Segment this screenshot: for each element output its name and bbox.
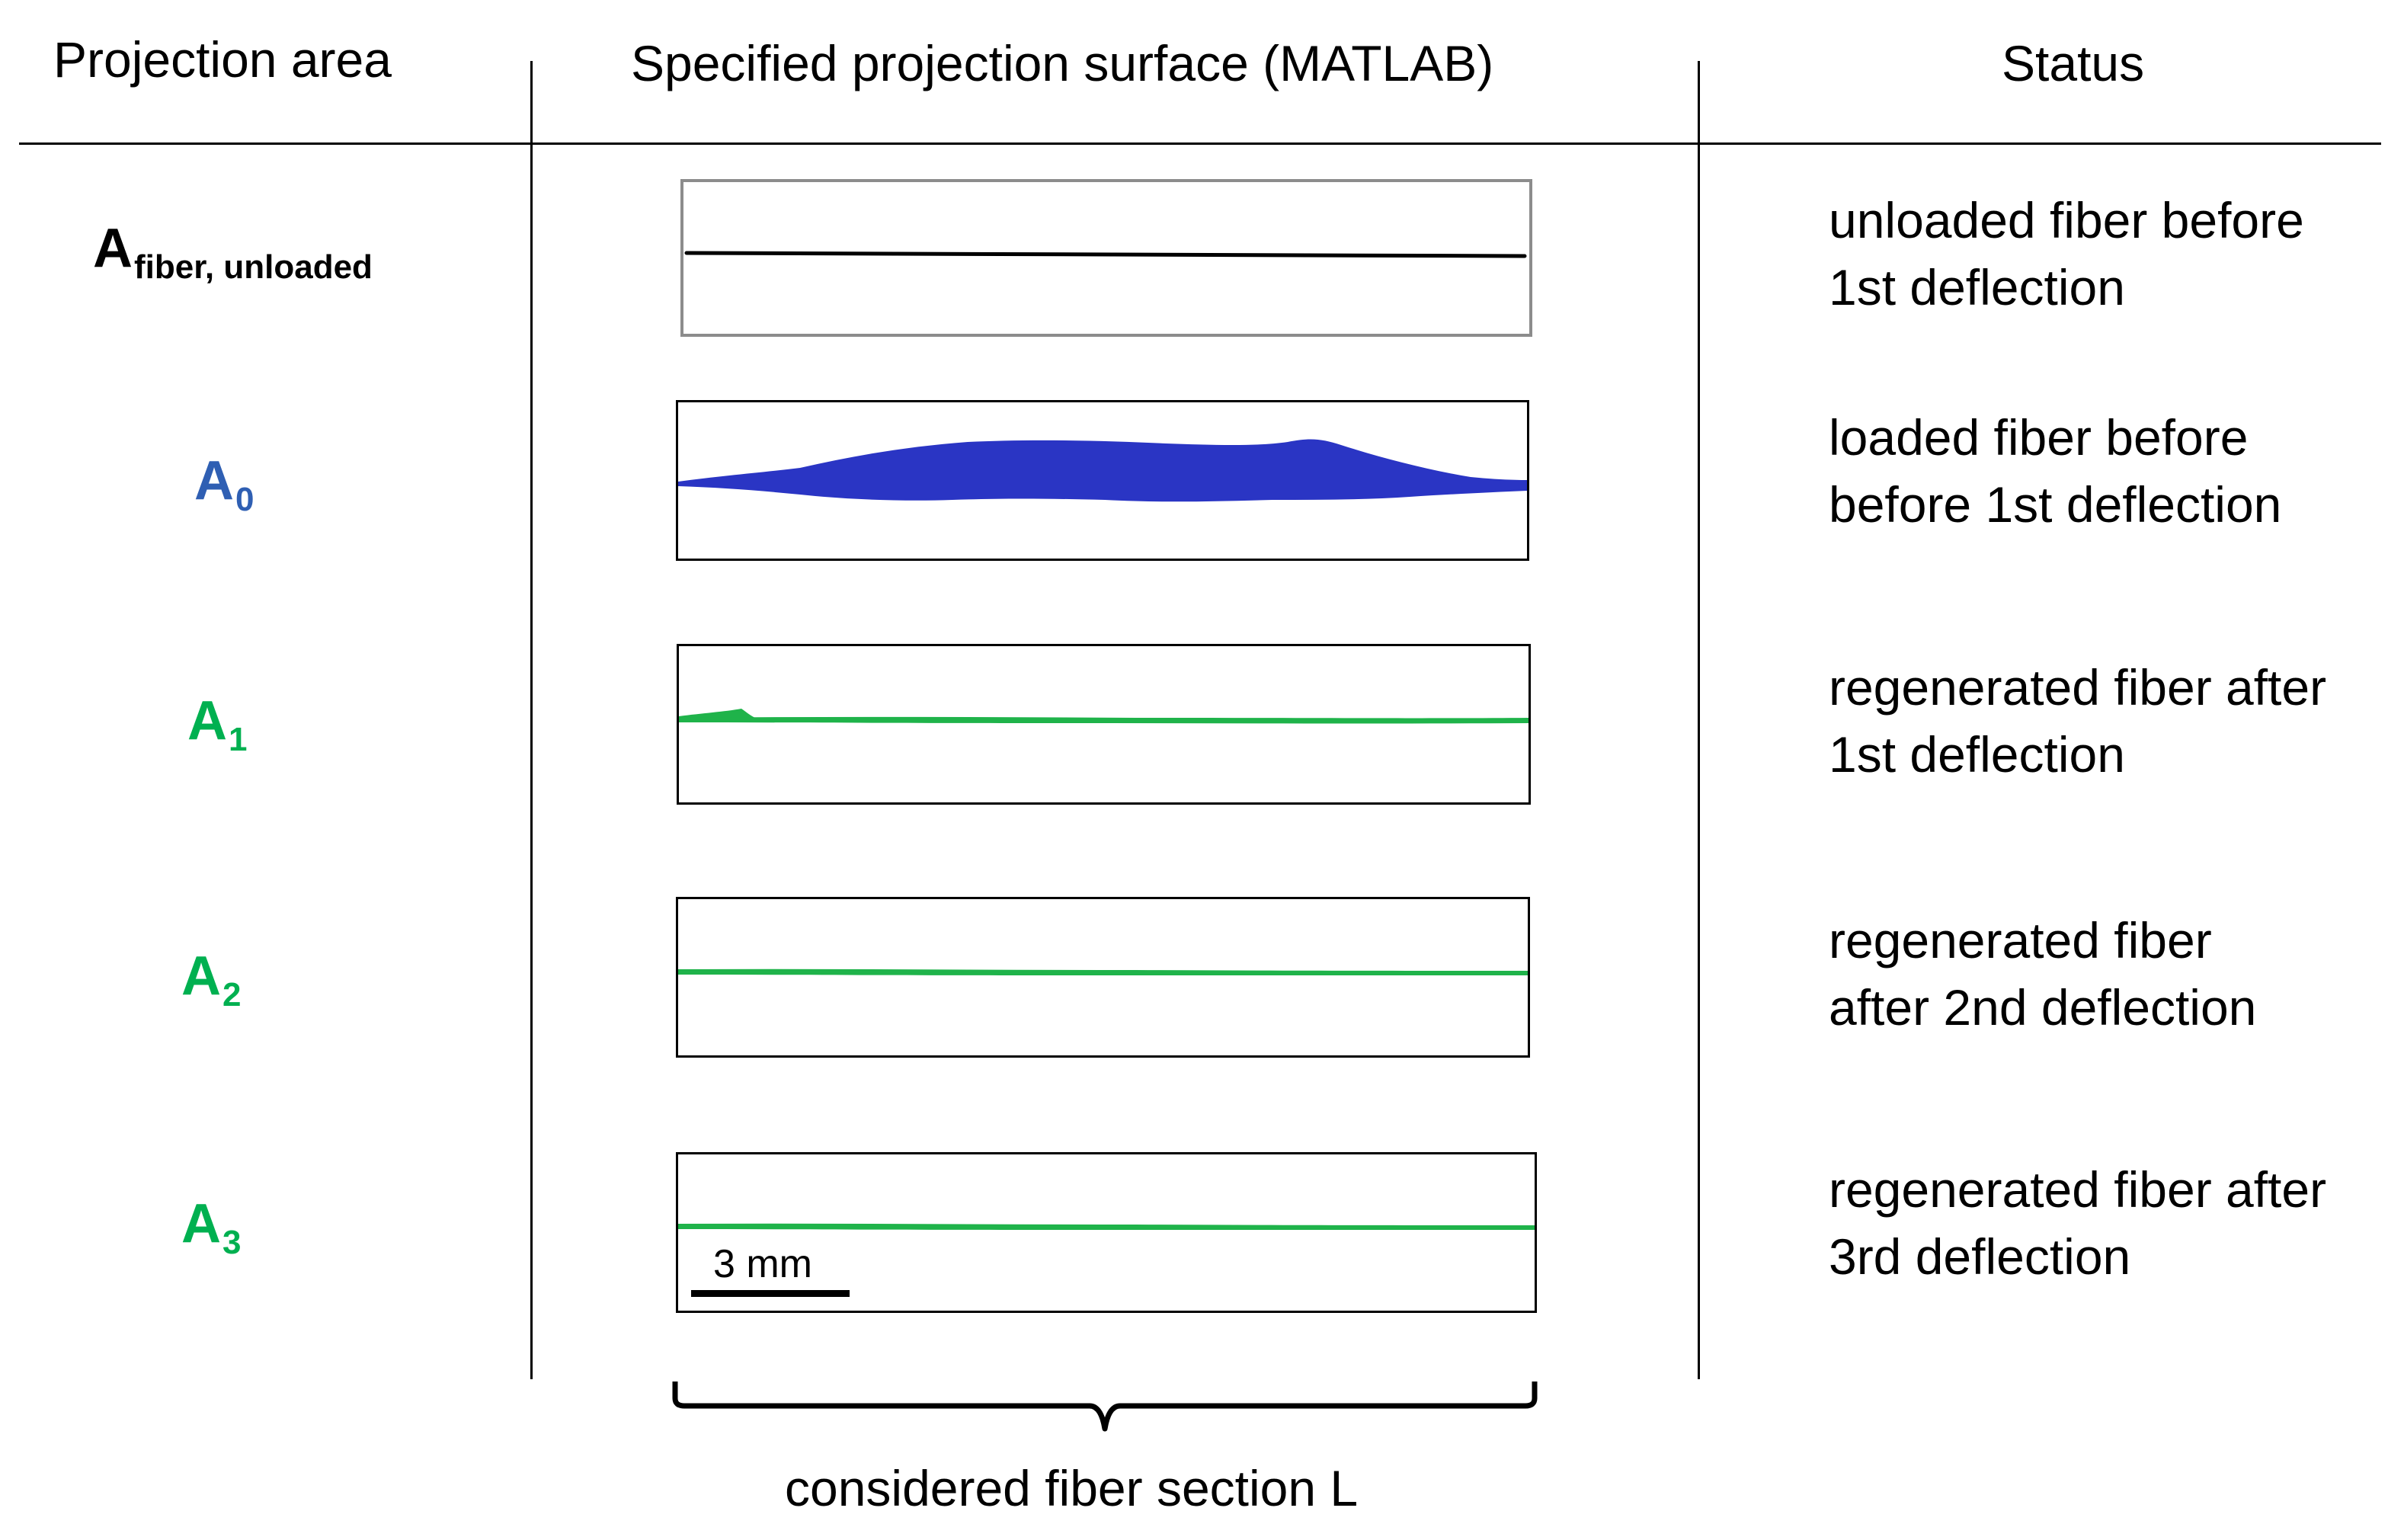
label-subscript: 2	[222, 976, 242, 1014]
label-subscript: 3	[222, 1224, 242, 1262]
status-a3: regenerated fiber after 3rd deflection	[1829, 1156, 2326, 1290]
status-a2: regenerated fiber after 2nd deflection	[1829, 907, 2256, 1041]
fiber-line-a2	[678, 969, 1528, 975]
header-divider	[19, 142, 2381, 145]
projection-panel-a1	[677, 644, 1531, 805]
projection-panel-a3: 3 mm	[676, 1152, 1537, 1313]
status-line: loaded fiber before	[1829, 409, 2249, 466]
status-line: before 1st deflection	[1829, 476, 2282, 533]
label-main: A	[187, 690, 227, 751]
header-status: Status	[2002, 35, 2145, 91]
label-a3: A3	[181, 1193, 241, 1262]
header-projection-surface: Specified projection surface (MATLAB)	[631, 35, 1494, 91]
status-line: after 2nd deflection	[1829, 979, 2257, 1036]
status-line: 3rd deflection	[1829, 1228, 2131, 1285]
status-unloaded: unloaded fiber before 1st deflection	[1829, 187, 2304, 321]
projection-panel-unloaded	[680, 179, 1532, 337]
section-brace	[672, 1382, 1538, 1432]
status-line: regenerated fiber	[1829, 912, 2212, 969]
label-subscript: fiber, unloaded	[134, 248, 373, 287]
scale-bar	[691, 1290, 850, 1297]
projection-panel-a2	[676, 897, 1530, 1058]
status-line: regenerated fiber after	[1829, 659, 2327, 716]
status-a1: regenerated fiber after 1st deflection	[1829, 654, 2326, 788]
status-line: 1st deflection	[1829, 726, 2125, 783]
label-a0: A0	[194, 450, 254, 519]
label-main: A	[194, 450, 234, 511]
projection-panel-a0	[676, 400, 1529, 561]
label-main: A	[181, 1193, 221, 1254]
label-subscript: 1	[229, 721, 248, 759]
label-a2: A2	[181, 945, 241, 1014]
header-projection-area: Projection area	[53, 31, 392, 88]
label-a-fiber-unloaded: Afiber, unloaded	[93, 217, 373, 287]
status-a0: loaded fiber before before 1st deflectio…	[1829, 404, 2281, 538]
status-line: regenerated fiber after	[1829, 1161, 2327, 1218]
fiber-line-a3	[678, 1223, 1535, 1230]
label-main: A	[181, 946, 221, 1007]
label-a1: A1	[187, 690, 247, 759]
fiber-line-unloaded	[684, 251, 1527, 258]
label-subscript: 0	[235, 481, 254, 519]
column-divider-left	[530, 61, 533, 1379]
status-line: 1st deflection	[1829, 259, 2125, 315]
label-main: A	[93, 218, 133, 279]
fiber-shape-a0	[678, 439, 1527, 502]
status-line: unloaded fiber before	[1829, 192, 2304, 248]
brace-label: considered fiber section L	[785, 1460, 1359, 1516]
scale-bar-label: 3 mm	[713, 1242, 812, 1286]
column-divider-right	[1698, 61, 1700, 1379]
fiber-line-a1	[679, 716, 1529, 724]
